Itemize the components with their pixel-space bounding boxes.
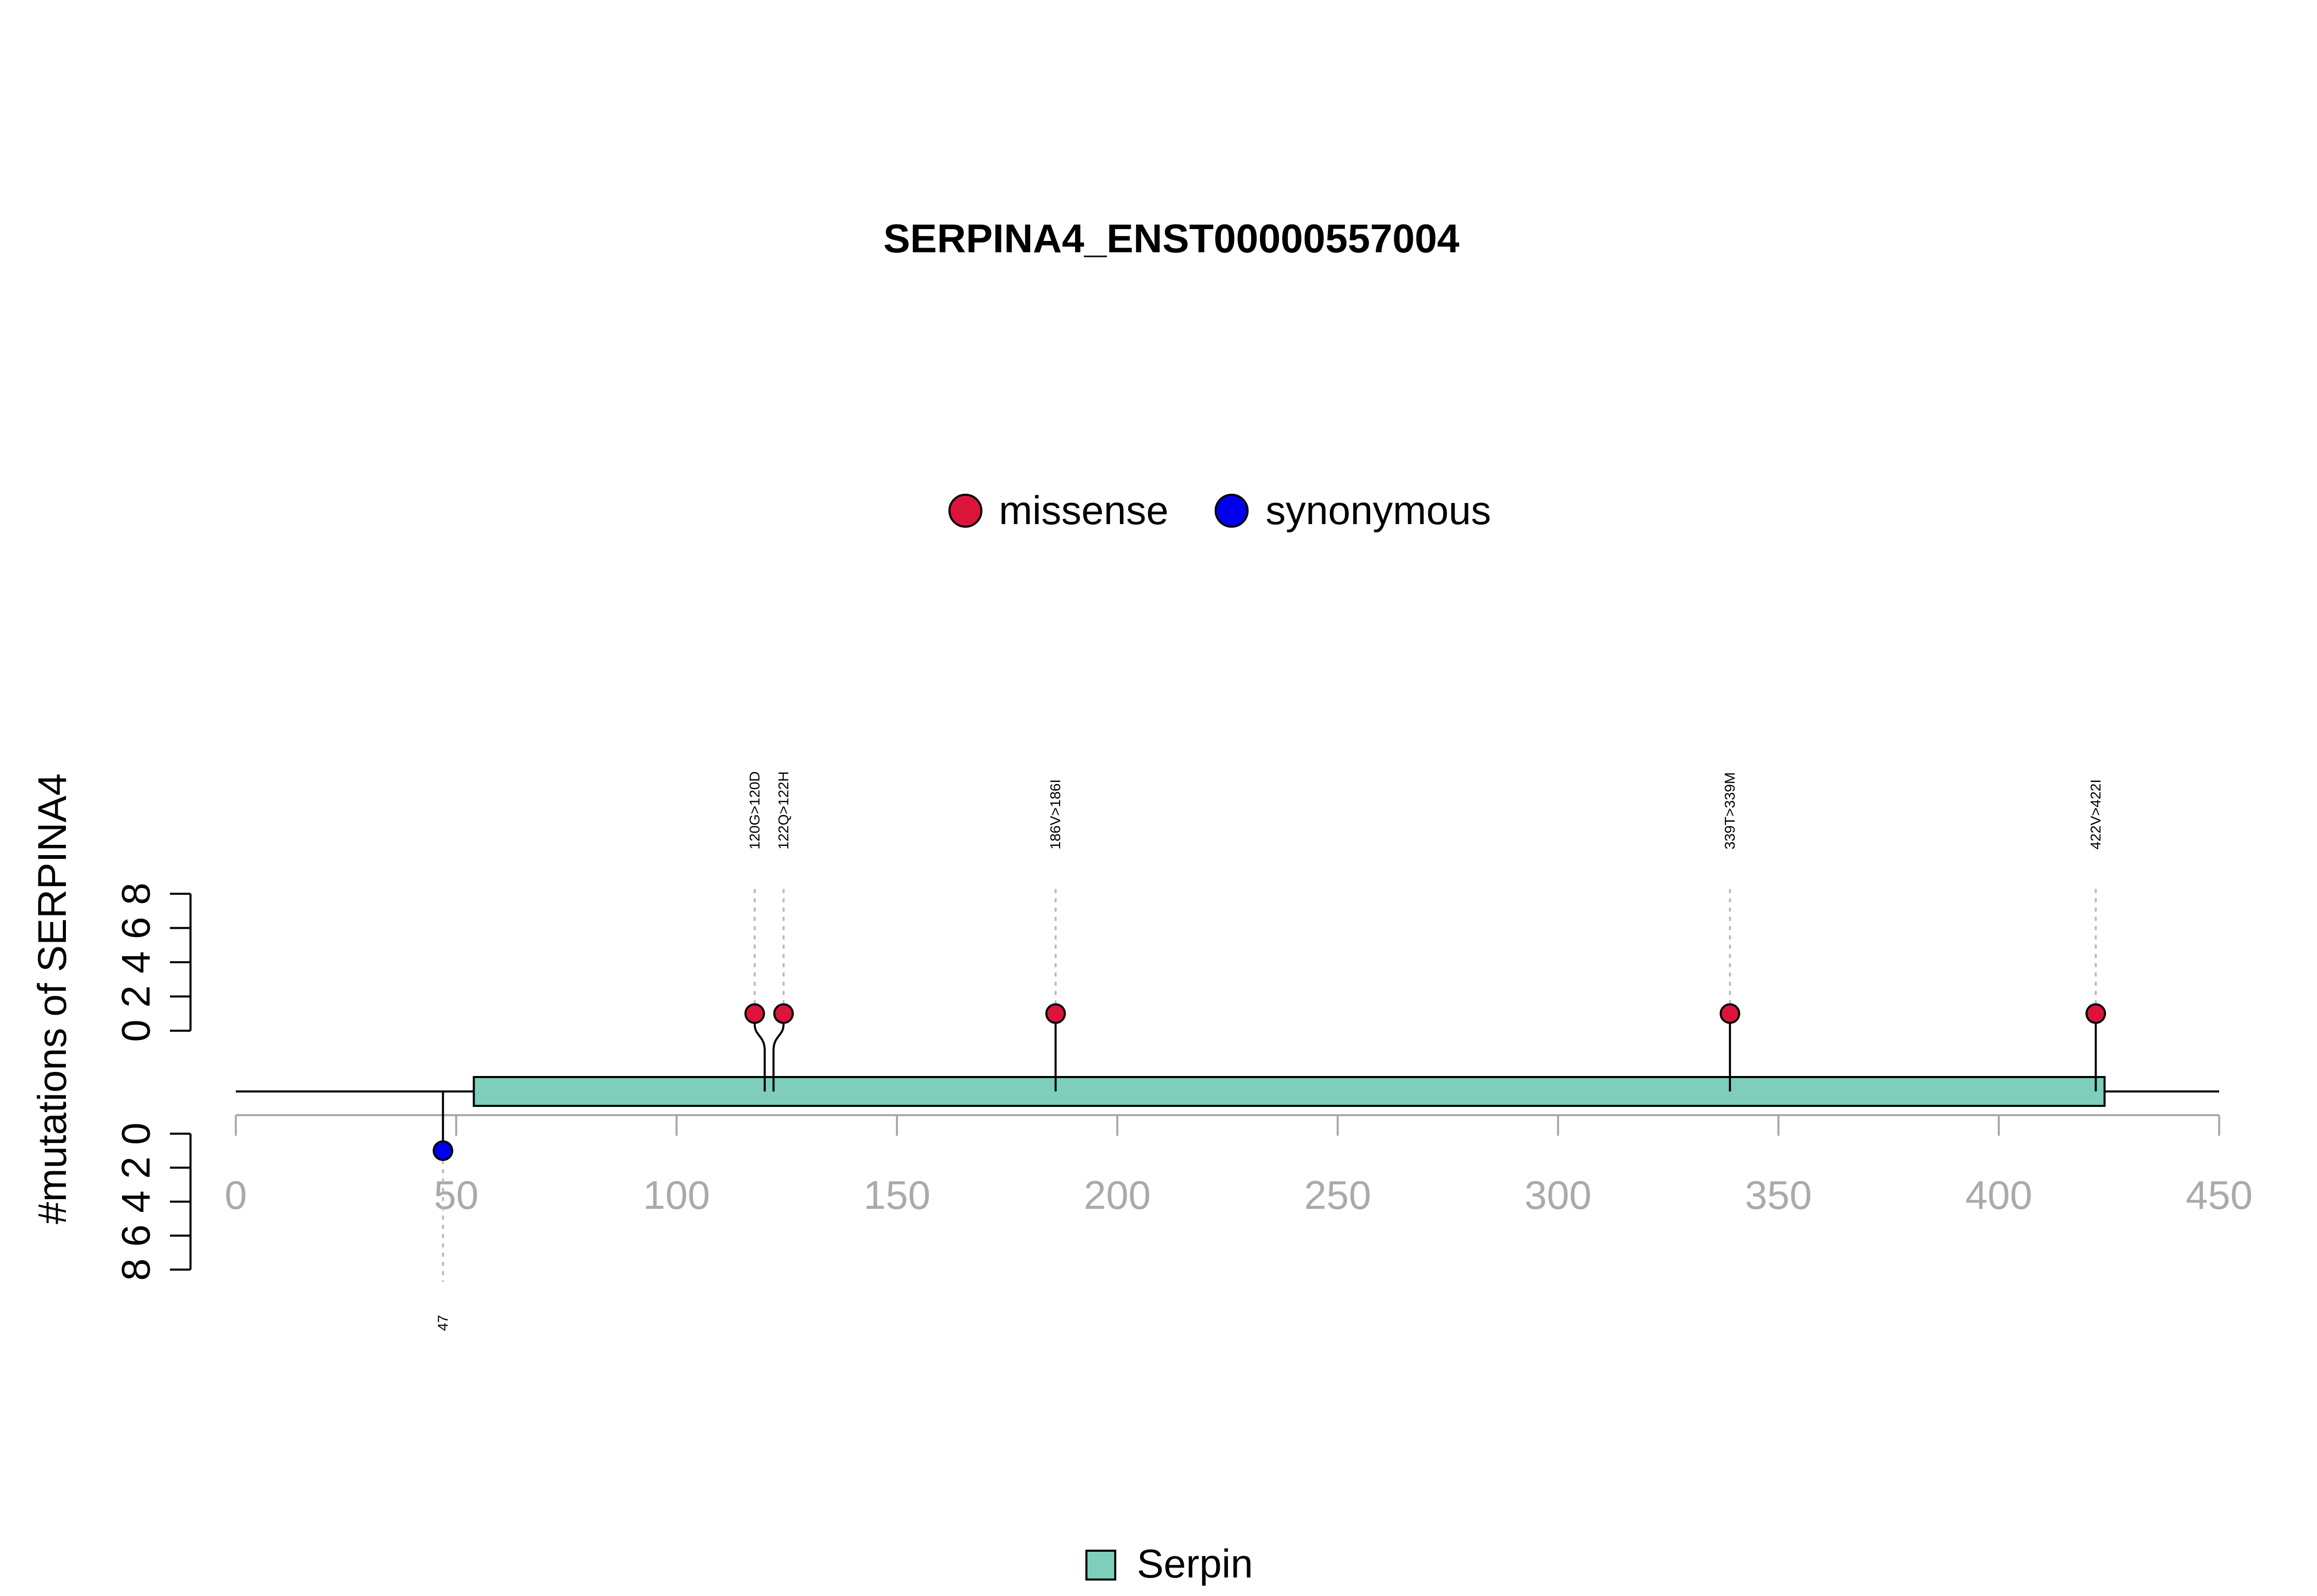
chart-title: SERPINA4_ENST00000557004 <box>884 216 1460 261</box>
lollipop-head-missense <box>1719 1003 1740 1024</box>
mutation-label: 120G>120D <box>747 771 763 849</box>
lollipop-stem <box>772 1013 785 1091</box>
legend-marker-missense <box>948 494 982 528</box>
x-axis: 0 50 100 150 200 250 300 350 400 450 <box>224 1114 2253 1218</box>
y-tick-label-top: 2 <box>113 985 159 1008</box>
x-tick-label: 300 <box>1525 1172 1592 1218</box>
lollipop-head-missense <box>2085 1003 2106 1024</box>
mutation-label: 339T>339M <box>1722 772 1738 849</box>
mutation-label: 47 <box>435 1315 451 1331</box>
mutation-label: 122Q>122H <box>775 771 791 849</box>
y-tick-label-top: 8 <box>113 882 159 905</box>
y-tick-label-bottom: 8 <box>113 1258 159 1280</box>
protein-domains <box>473 1076 2106 1107</box>
x-tick-label: 350 <box>1745 1172 1812 1218</box>
legend-marker-synonymous <box>1215 494 1249 528</box>
y-axis-top: 0 2 4 6 8 <box>113 882 192 1042</box>
y-axis-bottom: 0 2 4 6 8 <box>113 1122 192 1281</box>
domain-legend: Serpin <box>1085 1541 1253 1586</box>
y-tick-label-bottom: 4 <box>113 1190 159 1212</box>
x-tick-label: 450 <box>2186 1172 2253 1218</box>
domain-legend-label: Serpin <box>1137 1541 1253 1586</box>
x-tick-label: 200 <box>1084 1172 1151 1218</box>
mutation-label: 422V>422I <box>2087 779 2103 849</box>
y-tick-label-bottom: 2 <box>113 1156 159 1178</box>
y-tick-label-top: 0 <box>113 1019 159 1042</box>
y-tick-label-top: 4 <box>113 951 159 973</box>
lollipop-stem <box>753 1013 766 1091</box>
y-tick-label-top: 6 <box>113 917 159 939</box>
y-tick-label-bottom: 0 <box>113 1122 159 1144</box>
y-tick-label-bottom: 6 <box>113 1224 159 1246</box>
mutation-type-legend: missense synonymous <box>948 488 1491 533</box>
lollipop-head-missense <box>1045 1003 1066 1024</box>
x-tick-label: 50 <box>434 1172 479 1218</box>
x-tick-label: 0 <box>224 1172 247 1218</box>
x-tick-label: 400 <box>1965 1172 2032 1218</box>
legend-label-synonymous: synonymous <box>1266 488 1491 533</box>
lollipop-head-missense <box>744 1003 765 1024</box>
mutation-label: 186V>186I <box>1047 779 1063 849</box>
lollipops-bottom: 47 <box>433 1091 454 1331</box>
lollipops-top: 120G>120D 122Q>122H 186V>186I 339T>339M 422V… <box>744 771 2106 1091</box>
x-tick-label: 150 <box>863 1172 930 1218</box>
domain-legend-swatch <box>1085 1550 1116 1581</box>
x-tick-label: 250 <box>1304 1172 1371 1218</box>
domain-serpin <box>473 1076 2106 1107</box>
x-tick-label: 100 <box>643 1172 710 1218</box>
lollipop-head-synonymous <box>433 1140 454 1161</box>
y-axis-label: #mutations of SERPINA4 <box>29 773 75 1224</box>
lollipop-head-missense <box>773 1003 794 1024</box>
legend-label-missense: missense <box>999 488 1168 533</box>
